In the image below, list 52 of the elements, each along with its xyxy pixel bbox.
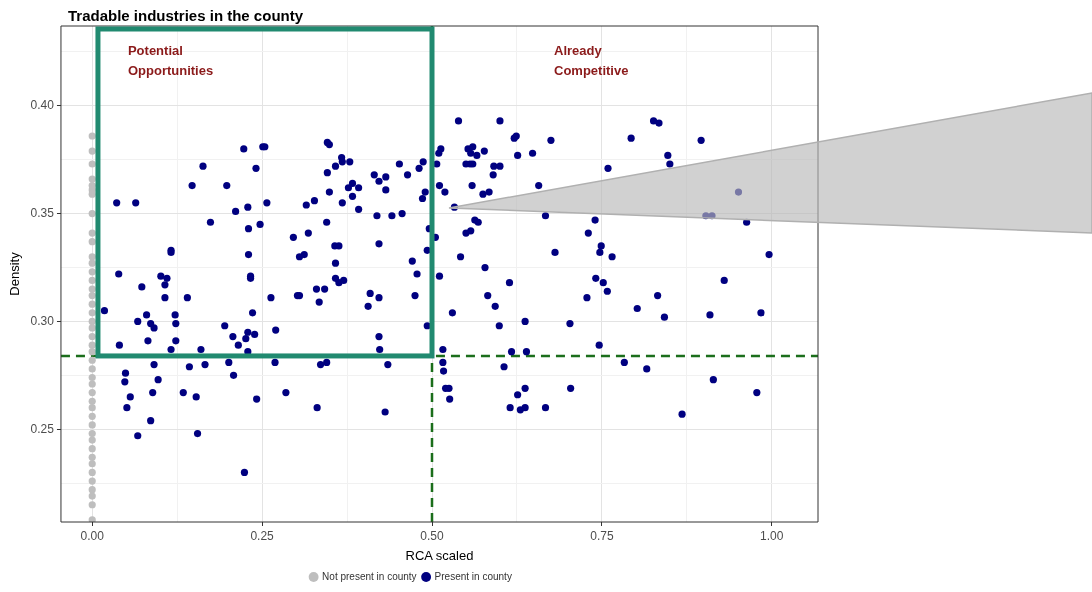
point [88,468,96,476]
point [88,210,96,218]
chart-title: Tradable industries in the county [68,7,304,24]
point [88,268,96,276]
point [88,421,96,429]
point [88,259,96,267]
point [88,380,96,388]
y-tick-label: 0.25 [30,421,55,436]
x-axis-title: RCA scaled [405,547,474,563]
point [88,453,96,461]
point [88,365,96,373]
annotation: Potential Opportunities [127,42,215,80]
annotation: Already Competitive [554,42,630,80]
point [88,460,96,468]
x-tick-label: 0.75 [590,528,614,543]
point [88,253,96,261]
point [88,356,96,364]
y-axis-title: Density [7,251,23,296]
point [88,436,96,444]
point [88,389,96,397]
point [88,486,96,494]
legend-label: Not present in county [322,570,417,582]
point [88,324,96,332]
point [88,160,96,168]
point [88,132,96,140]
x-tick-label: 0.50 [420,528,444,543]
y-tick-label: 0.35 [30,205,55,220]
point [88,445,96,453]
point [88,492,96,500]
x-tick-label: 0.25 [250,528,275,543]
point [88,300,96,308]
point [88,332,96,341]
point [88,412,96,420]
point [88,238,96,246]
point [88,516,96,522]
point [88,229,96,237]
point [88,404,96,412]
point [88,429,96,438]
point [88,373,96,382]
point [88,501,96,509]
legend-label: Present in county [434,570,512,582]
point [88,276,96,285]
point [88,348,96,356]
point [88,397,96,405]
point [88,147,96,155]
point [88,291,96,300]
x-tick-label: 0.00 [80,528,105,543]
point [88,477,96,485]
x-tick-label: 1.00 [760,528,784,543]
point [88,309,96,317]
y-tick-label: 0.40 [30,98,55,113]
y-tick-label: 0.30 [30,313,55,328]
